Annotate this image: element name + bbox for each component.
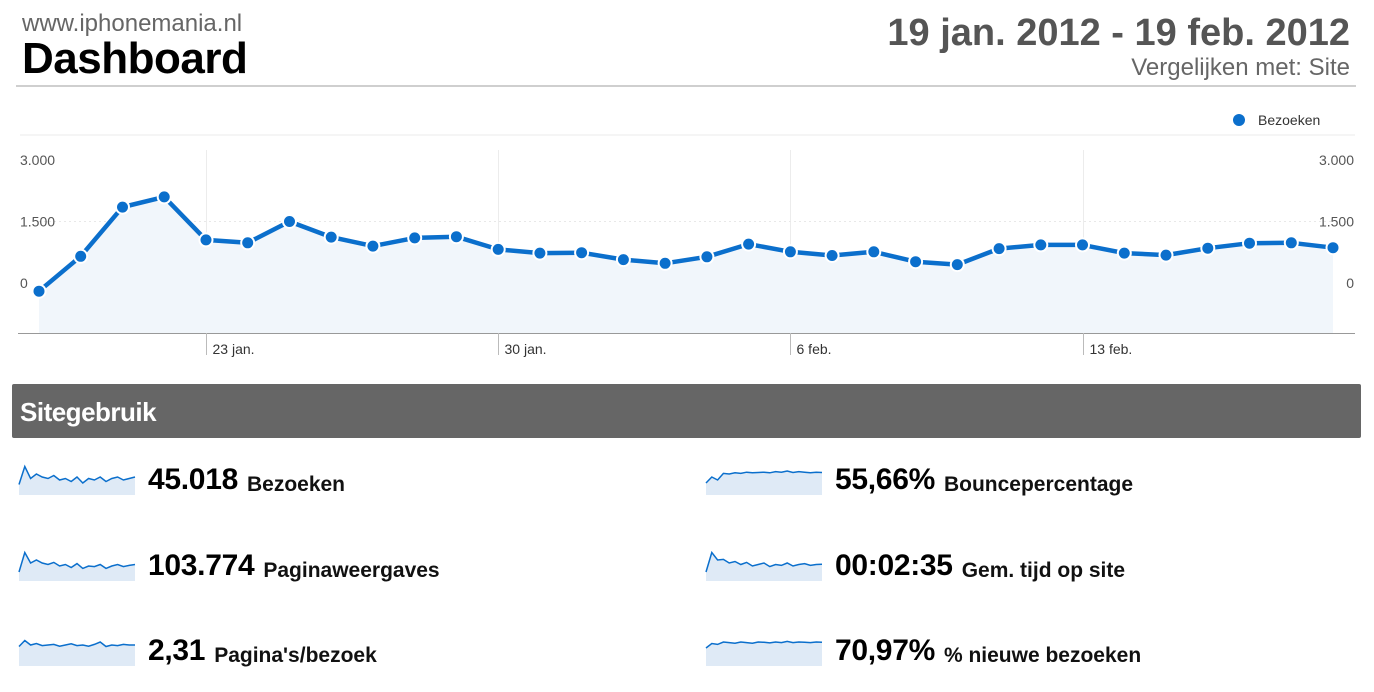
- chart-svg: 3.000 3.000 1.500 1.500 0 0 23 jan. 30 jan. 6 fe…: [18, 112, 1355, 357]
- sparkline: [18, 639, 135, 666]
- data-point[interactable]: [115, 199, 130, 215]
- page-title: Dashboard: [22, 34, 248, 83]
- legend-label-bezoeken[interactable]: Bezoeken: [1258, 112, 1320, 128]
- data-point[interactable]: [741, 236, 757, 252]
- y-tick-label-right: 1.500: [1319, 214, 1354, 230]
- data-point[interactable]: [782, 244, 798, 260]
- data-point[interactable]: [1158, 247, 1174, 263]
- sparkline-line: [705, 470, 823, 484]
- compare-selector[interactable]: Vergelijken met: Site: [1131, 54, 1350, 81]
- x-tick-label: 30 jan.: [505, 341, 547, 357]
- data-point[interactable]: [240, 235, 256, 251]
- data-point[interactable]: [323, 229, 339, 245]
- data-point[interactable]: [156, 189, 172, 205]
- visits-chart: 3.000 3.000 1.500 1.500 0 0 23 jan. 30 jan. 6 fe…: [0, 95, 1374, 365]
- sparkline: [18, 550, 136, 581]
- data-point[interactable]: [532, 245, 548, 261]
- metric-label: % nieuwe bezoeken: [943, 643, 1142, 667]
- metric-value: 103.774: [148, 549, 255, 582]
- sparkline-line: [705, 550, 823, 573]
- sparkline: [705, 640, 823, 666]
- x-tick-label: 13 feb.: [1090, 341, 1133, 357]
- sparkline-line: [705, 640, 823, 649]
- section-title: Sitegebruik: [20, 397, 157, 427]
- data-point[interactable]: [1075, 237, 1090, 253]
- data-point[interactable]: [866, 244, 882, 260]
- sparkline-area: [19, 640, 135, 666]
- site-url: www.iphonemania.nl: [22, 10, 243, 37]
- metric-value: 2,31: [148, 634, 206, 667]
- data-point[interactable]: [615, 252, 631, 268]
- data-point[interactable]: [1033, 237, 1049, 253]
- sparkline-area: [19, 552, 135, 581]
- data-point[interactable]: [1200, 240, 1216, 256]
- data-point[interactable]: [1116, 245, 1132, 261]
- metric-value: 00:02:35: [835, 549, 953, 582]
- date-range-selector[interactable]: 19 jan. 2012 - 19 feb. 2012: [887, 12, 1350, 54]
- data-point[interactable]: [1325, 240, 1341, 256]
- data-point[interactable]: [490, 241, 506, 257]
- y-tick-label-right: 3.000: [1319, 152, 1354, 168]
- data-point[interactable]: [908, 254, 924, 270]
- metric-value: 45.018: [148, 463, 238, 496]
- data-point[interactable]: [448, 229, 464, 245]
- data-point[interactable]: [657, 255, 673, 271]
- metric-value: 55,66%: [835, 463, 935, 496]
- metric-pagina-s-bezoek[interactable]: 2,31 Pagina's/bezoek: [18, 631, 377, 671]
- metric-bouncepercentage[interactable]: 55,66% Bouncepercentage: [705, 460, 1133, 500]
- sparkline: [705, 550, 823, 581]
- x-tick-label: 6 feb.: [797, 341, 832, 357]
- sparkline-line: [18, 464, 136, 485]
- sparkline-area: [706, 552, 822, 581]
- data-point[interactable]: [31, 283, 47, 299]
- metric-label: Pagina's/bezoek: [214, 643, 377, 667]
- metric-gem-tijd-op-site[interactable]: 00:02:35 Gem. tijd op site: [705, 546, 1125, 586]
- data-point[interactable]: [824, 248, 840, 263]
- metric-value: 70,97%: [835, 634, 935, 667]
- x-tick-label: 23 jan.: [213, 341, 255, 357]
- data-point[interactable]: [574, 245, 590, 261]
- data-point[interactable]: [949, 257, 965, 273]
- metric-label: Bouncepercentage: [943, 472, 1134, 496]
- sparkline-area: [706, 471, 822, 495]
- sparkline: [18, 464, 136, 495]
- metric-nieuwe-bezoeken[interactable]: 70,97% % nieuwe bezoeken: [705, 631, 1141, 671]
- data-point[interactable]: [73, 248, 89, 264]
- section-header: Sitegebruik: [12, 384, 1361, 438]
- sparkline-area: [19, 466, 135, 495]
- metric-label: Bezoeken: [246, 472, 346, 496]
- legend-marker-bezoeken: [1233, 114, 1245, 126]
- series-area-bezoeken: [39, 196, 1333, 333]
- sparkline-area: [706, 641, 822, 666]
- data-point[interactable]: [1283, 235, 1299, 251]
- sparkline-line: [18, 639, 135, 648]
- data-point[interactable]: [198, 232, 214, 248]
- metric-bezoeken[interactable]: 45.018 Bezoeken: [18, 460, 345, 500]
- data-point[interactable]: [991, 241, 1007, 257]
- y-tick-label-left: 1.500: [20, 214, 55, 230]
- data-point[interactable]: [699, 249, 715, 265]
- sparkline-line: [18, 550, 136, 573]
- data-point[interactable]: [365, 238, 381, 254]
- y-tick-label-left: 0: [20, 275, 28, 291]
- metric-label: Paginaweergaves: [263, 558, 440, 582]
- data-point[interactable]: [1242, 235, 1257, 251]
- header-divider: [16, 85, 1356, 87]
- data-point[interactable]: [407, 230, 423, 246]
- y-tick-label-right: 0: [1346, 275, 1354, 291]
- data-point[interactable]: [282, 214, 297, 229]
- sparkline: [705, 470, 823, 495]
- metric-paginaweergaves[interactable]: 103.774 Paginaweergaves: [18, 546, 440, 586]
- metric-label: Gem. tijd op site: [961, 558, 1126, 582]
- y-tick-label-left: 3.000: [20, 152, 55, 168]
